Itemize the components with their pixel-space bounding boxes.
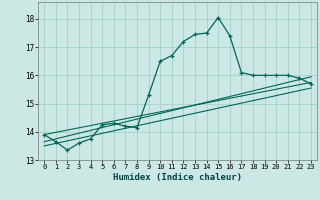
X-axis label: Humidex (Indice chaleur): Humidex (Indice chaleur) [113, 173, 242, 182]
